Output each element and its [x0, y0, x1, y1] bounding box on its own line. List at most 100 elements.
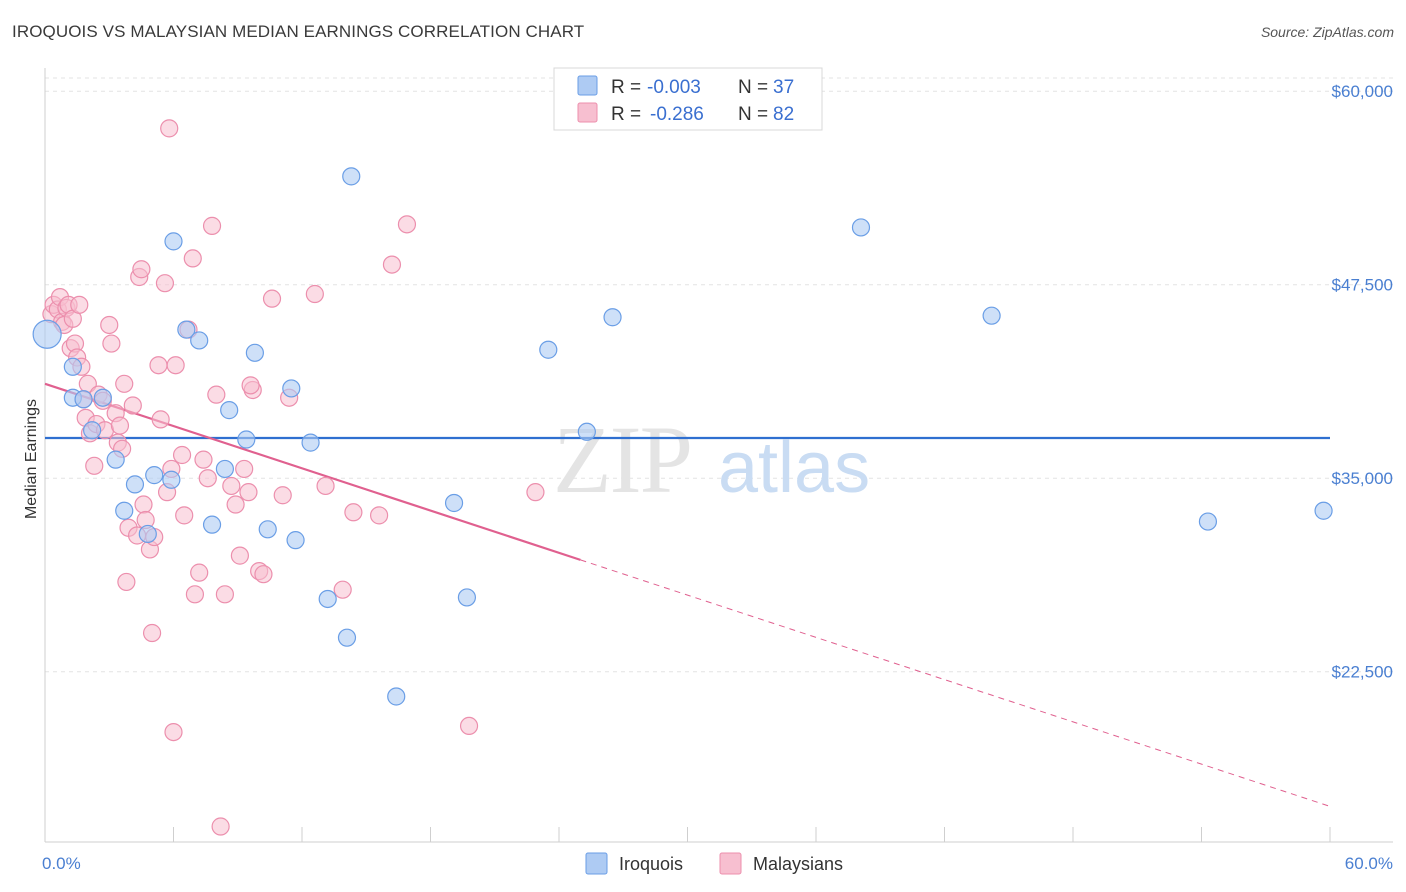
- malaysians-point: [85, 456, 104, 475]
- stats-legend-n-value-2: 82: [773, 104, 794, 125]
- malaysians-point: [123, 396, 142, 415]
- iroquois-point: [190, 331, 209, 350]
- malaysians-point: [117, 572, 136, 592]
- iroquois-point: [177, 320, 196, 339]
- iroquois-point: [237, 430, 256, 449]
- y-tick-label: $35,000: [1332, 469, 1393, 488]
- malaysians-point: [215, 585, 234, 604]
- iroquois-point: [74, 390, 93, 409]
- source-credit: Source: ZipAtlas.com: [1260, 24, 1394, 40]
- stats-legend-n-label-2: N =: [738, 104, 768, 125]
- iroquois-point: [164, 232, 183, 251]
- stats-legend-box: [553, 67, 823, 131]
- malaysians-point: [183, 249, 202, 268]
- malaysians-point: [344, 503, 363, 522]
- iroquois-point: [162, 470, 181, 489]
- iroquois-point: [215, 459, 234, 479]
- malaysians-point: [262, 289, 282, 308]
- malaysians-points: [42, 119, 545, 836]
- stats-legend-n-label-1: N =: [738, 77, 768, 98]
- iroquois-point: [318, 589, 337, 609]
- iroquois-point: [115, 501, 134, 520]
- malaysians-point: [155, 274, 175, 293]
- iroquois-point: [220, 401, 239, 420]
- iroquois-point: [387, 687, 406, 706]
- malaysians-point: [102, 334, 121, 353]
- iroquois-point: [138, 524, 157, 544]
- malaysians-point: [254, 565, 273, 584]
- malaysians-point: [382, 255, 402, 274]
- stats-legend-r-label-2: R =: [611, 104, 641, 125]
- grid-layer: [45, 77, 1393, 673]
- iroquois-points: [32, 167, 1333, 706]
- iroquois-point: [457, 588, 477, 607]
- malaysians-point: [115, 374, 134, 393]
- bottom-legend: Iroquois Malaysians: [585, 852, 843, 875]
- iroquois-point: [444, 493, 464, 513]
- malaysians-point: [142, 623, 162, 643]
- bottom-legend-malaysians-label: Malaysians: [753, 854, 843, 874]
- malaysians-point: [110, 416, 130, 435]
- iroquois-point: [577, 422, 596, 441]
- y-axis-label: Median Earnings: [23, 399, 40, 519]
- iroquois-point: [1314, 501, 1333, 520]
- malaysians-point: [134, 495, 153, 514]
- iroquois-point: [258, 520, 277, 539]
- malaysians-point: [273, 486, 292, 505]
- stats-legend-iroquois-swatch: [577, 75, 598, 96]
- malaysians-point: [526, 483, 545, 502]
- malaysians-point: [202, 216, 222, 235]
- iroquois-point: [851, 218, 871, 237]
- malaysians-point: [226, 495, 245, 514]
- malaysians-point: [149, 356, 168, 375]
- malaysians-point: [207, 385, 226, 404]
- malaysians-point: [100, 315, 119, 335]
- iroquois-point: [125, 475, 145, 494]
- malaysians-point: [370, 506, 389, 525]
- watermark-atlas: atlas: [718, 428, 870, 508]
- iroquois-point: [145, 466, 164, 485]
- malaysians-point: [151, 410, 170, 429]
- malaysians-point: [239, 483, 258, 502]
- stats-legend: R = -0.003 N = 37 R = -0.286 N = 82: [553, 67, 823, 131]
- malaysians-point: [70, 295, 89, 314]
- iroquois-point: [202, 515, 222, 534]
- iroquois-point: [539, 340, 558, 359]
- iroquois-point: [32, 319, 62, 349]
- malaysians-point: [194, 450, 213, 469]
- malaysians-point: [211, 817, 230, 836]
- malaysians-point: [397, 215, 417, 234]
- watermark-zip: ZIP: [553, 406, 691, 513]
- iroquois-point: [106, 450, 125, 469]
- y-tick-label: $60,000: [1332, 82, 1393, 101]
- malaysians-point: [132, 260, 151, 279]
- malaysians-point: [222, 476, 241, 496]
- chart-title: IROQUOIS VS MALAYSIAN MEDIAN EARNINGS CO…: [12, 22, 585, 41]
- iroquois-point: [83, 421, 102, 440]
- x-tick-label-min: 0.0%: [42, 854, 81, 873]
- iroquois-point: [63, 357, 82, 376]
- iroquois-point: [282, 379, 301, 398]
- malaysians-point: [235, 459, 254, 479]
- bottom-legend-iroquois-label: Iroquois: [619, 854, 683, 874]
- malaysians-point: [175, 506, 194, 525]
- malaysians-point: [230, 546, 249, 565]
- malaysians-trend-extrapolation: [580, 559, 1331, 807]
- bottom-legend-malaysians-swatch: [719, 852, 742, 875]
- stats-legend-r-label-1: R =: [611, 77, 641, 98]
- iroquois-point: [342, 167, 361, 186]
- watermark: ZIP atlas: [553, 406, 870, 513]
- malaysians-point: [164, 722, 183, 742]
- iroquois-point: [245, 343, 264, 362]
- malaysians-point: [241, 376, 260, 395]
- y-tick-label: $22,500: [1332, 663, 1393, 682]
- stats-legend-r-value-1: -0.003: [647, 77, 701, 98]
- iroquois-point: [603, 308, 622, 327]
- stats-legend-n-value-1: 37: [773, 77, 794, 98]
- iroquois-point: [982, 306, 1001, 325]
- y-tick-label: $47,500: [1332, 276, 1393, 295]
- malaysians-point: [198, 469, 217, 488]
- x-tick-label-max: 60.0%: [1345, 854, 1393, 873]
- malaysians-point: [160, 119, 179, 138]
